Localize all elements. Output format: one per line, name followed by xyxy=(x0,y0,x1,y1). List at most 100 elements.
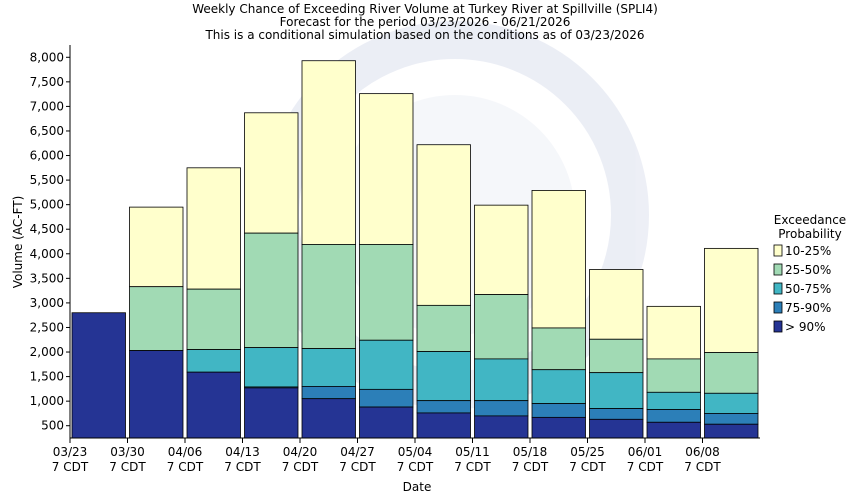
x-tick-date: 04/20 xyxy=(283,445,318,459)
segment-25-50 xyxy=(129,286,184,351)
x-tick-tz: 7 CDT xyxy=(627,460,664,474)
x-tick-tz: 7 CDT xyxy=(224,460,261,474)
x-tick-date: 05/11 xyxy=(455,445,490,459)
segment-50-75 xyxy=(704,392,759,414)
bar-week-06-01 xyxy=(646,305,701,439)
x-tick-tz: 7 CDT xyxy=(684,460,721,474)
segment-75-90 xyxy=(359,388,414,408)
segment-10-25 xyxy=(531,190,586,329)
bar-week-04-27 xyxy=(359,93,414,439)
y-tick-label: 5,000 xyxy=(30,198,64,212)
segment-10-25 xyxy=(589,269,644,340)
bar-week-05-11 xyxy=(474,204,529,439)
segment-gt-90 xyxy=(704,423,759,439)
segment-50-75 xyxy=(301,348,356,387)
segment-10-25 xyxy=(129,206,184,288)
legend-swatch xyxy=(773,282,783,295)
segment-gt-90 xyxy=(646,421,701,439)
bar-week-06-08 xyxy=(704,247,759,439)
segment-50-75 xyxy=(186,349,241,373)
x-tick-date: 05/25 xyxy=(570,445,605,459)
legend-title-line-1: Exceedance xyxy=(774,213,846,227)
segment-25-50 xyxy=(244,232,299,349)
x-tick-tz: 7 CDT xyxy=(569,460,606,474)
title-line-2: Forecast for the period 03/23/2026 - 06/… xyxy=(280,15,571,29)
x-tick-date: 05/18 xyxy=(513,445,548,459)
segment-10-25 xyxy=(704,247,759,353)
title-line-1: Weekly Chance of Exceeding River Volume … xyxy=(192,2,658,16)
segment-25-50 xyxy=(646,358,701,393)
y-tick-label: 2,500 xyxy=(30,320,64,334)
y-tick-label: 6,500 xyxy=(30,124,64,138)
bar-week-05-25 xyxy=(589,269,644,439)
y-axis-label: Volume (AC-FT) xyxy=(11,196,25,289)
segment-10-25 xyxy=(416,144,471,306)
x-tick-date: 04/13 xyxy=(225,445,260,459)
segment-25-50 xyxy=(531,327,586,371)
bar-week-03-30 xyxy=(129,206,184,439)
y-tick-label: 8,000 xyxy=(30,50,64,64)
segment-50-75 xyxy=(589,372,644,409)
legend-swatch xyxy=(773,244,783,257)
segment-75-90 xyxy=(704,413,759,425)
x-tick-date: 06/01 xyxy=(628,445,663,459)
title-line-3: This is a conditional simulation based o… xyxy=(204,28,644,42)
segment-25-50 xyxy=(416,304,471,352)
y-tick-label: 500 xyxy=(41,419,64,433)
x-tick-tz: 7 CDT xyxy=(512,460,549,474)
segment-10-25 xyxy=(359,93,414,245)
y-tick-label: 7,500 xyxy=(30,75,64,89)
legend-title-line-2: Probability xyxy=(778,227,841,241)
segment-75-90 xyxy=(474,400,529,417)
y-tick-label: 6,000 xyxy=(30,149,64,163)
segment-10-25 xyxy=(186,167,241,290)
segment-75-90 xyxy=(646,409,701,423)
segment-10-25 xyxy=(474,204,529,295)
chart-title: Weekly Chance of Exceeding River Volume … xyxy=(192,2,658,42)
segment-gt-90 xyxy=(129,350,184,439)
segment-75-90 xyxy=(301,386,356,400)
segment-50-75 xyxy=(474,358,529,402)
legend-swatch xyxy=(773,263,783,276)
segment-25-50 xyxy=(704,352,759,394)
segment-75-90 xyxy=(416,400,471,414)
segment-10-25 xyxy=(301,60,356,245)
x-tick-tz: 7 CDT xyxy=(52,460,89,474)
legend-swatch xyxy=(773,320,783,333)
x-tick-date: 05/04 xyxy=(398,445,433,459)
legend: Exceedance Probability 10-25% 25-50% 50-75… xyxy=(773,213,846,334)
segment-gt-90 xyxy=(531,416,586,439)
bar-week-04-13 xyxy=(244,112,299,439)
y-tick-label: 2,000 xyxy=(30,345,64,359)
y-tick-label: 3,000 xyxy=(30,296,64,310)
x-tick-tz: 7 CDT xyxy=(167,460,204,474)
segment-gt-90 xyxy=(301,398,356,439)
legend-label: > 90% xyxy=(785,320,826,334)
segment-50-75 xyxy=(359,339,414,390)
segment-10-25 xyxy=(244,112,299,234)
bar-week-04-06 xyxy=(186,167,241,439)
y-tick-label: 4,000 xyxy=(30,247,64,261)
segment-gt-90 xyxy=(416,412,471,439)
y-tick-label: 5,500 xyxy=(30,173,64,187)
segment-50-75 xyxy=(646,391,701,410)
x-tick-date: 04/27 xyxy=(340,445,375,459)
bars-group xyxy=(71,60,759,439)
segment-gt-90 xyxy=(474,415,529,439)
x-tick-tz: 7 CDT xyxy=(339,460,376,474)
segment-50-75 xyxy=(531,369,586,405)
x-tick-tz: 7 CDT xyxy=(454,460,491,474)
segment-25-50 xyxy=(186,288,241,350)
bar-week-04-20 xyxy=(301,60,356,439)
y-tick-label: 4,500 xyxy=(30,222,64,236)
x-tick-tz: 7 CDT xyxy=(109,460,146,474)
bar-week-03-23 xyxy=(71,312,126,439)
segment-75-90 xyxy=(531,403,586,418)
bar-week-05-04 xyxy=(416,144,471,439)
legend-label: 50-75% xyxy=(785,282,831,296)
segment-25-50 xyxy=(301,244,356,349)
x-tick-date: 03/23 xyxy=(53,445,88,459)
legend-label: 25-50% xyxy=(785,263,831,277)
segment-25-50 xyxy=(589,338,644,374)
